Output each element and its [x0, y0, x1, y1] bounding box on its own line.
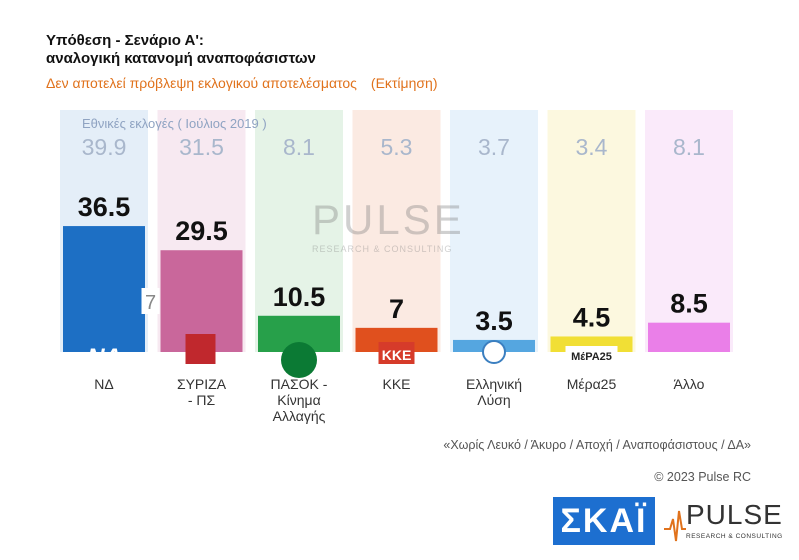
syriza-logo	[185, 334, 216, 364]
elliniki-lysi-logo	[482, 340, 506, 364]
chart-subtitle: Δεν αποτελεί πρόβλεψη εκλογικού αποτελέσ…	[46, 75, 438, 91]
value-label: 29.5	[175, 216, 228, 246]
previous-value-label: 5.3	[381, 134, 413, 160]
value-label: 10.5	[273, 282, 326, 312]
previous-value-label: 8.1	[283, 134, 315, 160]
watermark-tag: RESEARCH & CONSULTING	[312, 244, 453, 254]
bar	[648, 322, 730, 352]
column-background	[547, 110, 636, 352]
bar	[63, 226, 145, 352]
title-line-1: Υπόθεση - Σενάριο Α':	[46, 32, 204, 49]
gap-annotation-box	[141, 288, 160, 314]
pulse-logo: PULSE RESEARCH & CONSULTING	[664, 497, 784, 545]
gap-annotation: 7	[145, 292, 156, 314]
pulse-logo-word: PULSE	[686, 499, 783, 530]
pulse-logo-tag: RESEARCH & CONSULTING	[686, 533, 783, 540]
category-label: Κίνημα	[277, 392, 320, 408]
value-label: 3.5	[475, 306, 513, 336]
kke-logo	[378, 342, 415, 364]
value-label: 8.5	[670, 289, 708, 319]
previous-election-legend: Εθνικές εκλογές ( Ιούλιος 2019 )	[82, 116, 267, 131]
kke-logo-text: ΚΚΕ	[382, 347, 412, 363]
category-label: ΠΑΣΟΚ -	[271, 376, 328, 392]
category-label: Μέρα25	[567, 376, 617, 392]
mera25-logo-text: ΜέΡΑ25	[571, 351, 612, 363]
category-label: Λύση	[477, 392, 510, 408]
subtitle-text: Δεν αποτελεί πρόβλεψη εκλογικού αποτελέσ…	[46, 75, 357, 91]
previous-value-label: 3.4	[576, 134, 608, 160]
category-label: - ΠΣ	[188, 392, 216, 408]
previous-value-label: 31.5	[179, 134, 224, 160]
value-label: 4.5	[573, 302, 611, 332]
value-label: 7	[389, 294, 404, 324]
category-label: Ελληνική	[466, 376, 522, 392]
category-label: Άλλο	[674, 376, 705, 392]
nd-logo: ΝΔ	[87, 344, 120, 371]
copyright: © 2023 Pulse RC	[654, 470, 751, 484]
pulse-wave-icon	[664, 510, 686, 542]
column-background	[645, 110, 733, 352]
value-label: 36.5	[78, 192, 131, 222]
pasok-logo	[281, 342, 317, 378]
category-label: ΣΥΡΙΖΑ	[177, 376, 227, 392]
category-label: Αλλαγής	[273, 408, 326, 424]
category-label: ΝΔ	[94, 376, 113, 392]
previous-value-label: 8.1	[673, 134, 705, 160]
mera25-logo	[565, 346, 618, 364]
watermark-word: PULSE	[312, 196, 465, 243]
subtitle-tag: (Εκτίμηση)	[370, 75, 438, 91]
pulse-watermark: PULSE RESEARCH & CONSULTING	[312, 196, 465, 254]
chart-title: Υπόθεση - Σενάριο Α': αναλογική κατανομή…	[46, 32, 316, 68]
skai-logo: ΣΚΑΪ	[553, 497, 655, 545]
footnote: «Χωρίς Λευκό / Άκυρο / Αποχή / Αναποφάσι…	[443, 438, 751, 452]
category-label: ΚΚΕ	[382, 376, 410, 392]
bar-chart: 36.5 39.9 ΝΔ ΝΔ 29.5 31.5 ΣΥΡΙΖΑ- ΠΣ 10.5 8.1 ΠΑΣ…	[60, 110, 733, 424]
column-background	[352, 110, 441, 352]
previous-value-label: 39.9	[82, 134, 127, 160]
title-line-2: αναλογική κατανομή αναποφάσιστων	[46, 50, 316, 67]
column-background	[255, 110, 343, 352]
column-background	[450, 110, 538, 352]
previous-value-label: 3.7	[478, 134, 510, 160]
